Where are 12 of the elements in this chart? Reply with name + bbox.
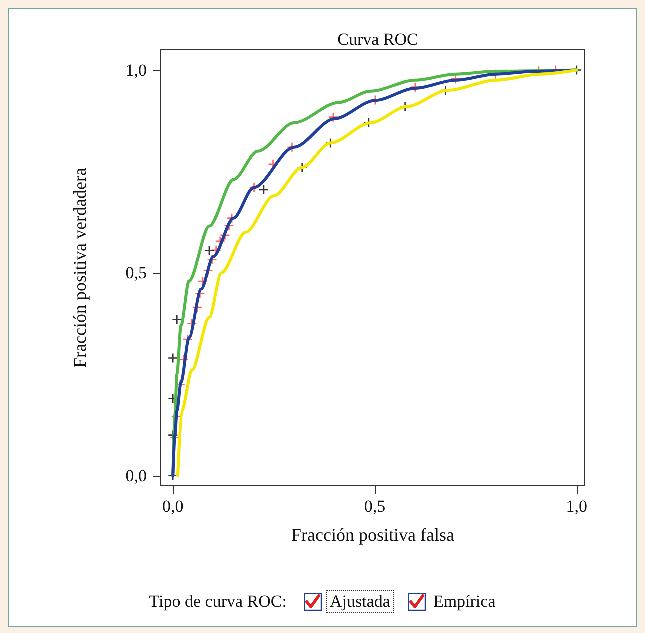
- y-tick-label: 0,5: [126, 264, 147, 283]
- x-axis-title: Fracción positiva falsa: [292, 525, 454, 545]
- text: Empírica: [432, 591, 497, 612]
- y-tick-label: 0,0: [126, 466, 147, 486]
- text: Tipo de curva ROC:: [148, 591, 288, 612]
- x-tick-label: 1,0: [566, 497, 588, 516]
- x-tick-label: 0,0: [162, 497, 184, 516]
- y-axis-title: Fracción positiva verdadera: [70, 168, 90, 368]
- x-tick-label: 0,5: [364, 497, 386, 516]
- y-tick-label: 1,0: [126, 60, 147, 80]
- chart-title: Curva ROC: [338, 30, 418, 49]
- text: Ajustada: [326, 590, 394, 613]
